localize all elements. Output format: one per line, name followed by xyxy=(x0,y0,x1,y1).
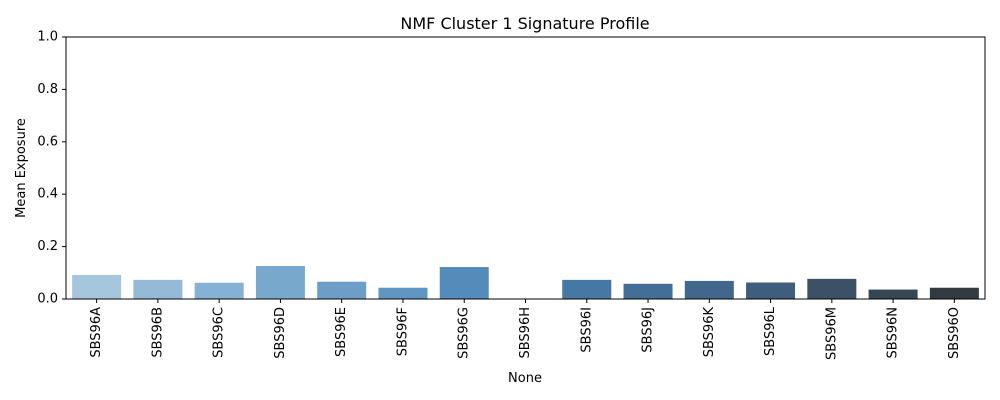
bar-sbs96k xyxy=(684,280,734,299)
x-tick-label: SBS96G xyxy=(457,307,472,359)
bar-sbs96n xyxy=(868,289,918,299)
y-tick-label: 1.0 xyxy=(37,30,58,45)
x-axis-label: None xyxy=(508,371,542,386)
bar-sbs96c xyxy=(194,282,244,299)
x-tick-label: SBS96K xyxy=(702,307,717,358)
plot-frame xyxy=(65,36,986,300)
x-tick-label: SBS96C xyxy=(212,307,227,358)
y-tick-label: 0.6 xyxy=(37,134,58,149)
y-axis-ticks: 0.0 0.2 0.4 0.6 0.8 1.0 xyxy=(37,30,66,307)
bar-sbs96e xyxy=(317,281,367,299)
y-tick-label: 0.2 xyxy=(37,239,58,254)
y-tick-label: 0.4 xyxy=(37,187,58,202)
x-tick-label: SBS96F xyxy=(395,307,410,356)
x-tick-label: SBS96I xyxy=(579,307,594,353)
bar-sbs96a xyxy=(72,274,122,299)
y-tick-label: 0.8 xyxy=(37,82,58,97)
bar-sbs96i xyxy=(562,279,612,299)
bar-sbs96d xyxy=(255,265,305,299)
x-tick-label: SBS96L xyxy=(763,306,778,356)
x-tick-label: SBS96N xyxy=(886,307,901,358)
y-tick-label: 0.0 xyxy=(37,292,58,307)
x-tick-label: SBS96D xyxy=(273,307,288,359)
x-tick-label: SBS96A xyxy=(89,307,104,358)
bar-sbs96l xyxy=(746,282,796,299)
bar-sbs96m xyxy=(807,278,857,299)
x-tick-label: SBS96E xyxy=(334,307,349,357)
x-axis-ticks: SBS96A SBS96B SBS96C SBS96D SBS96E SBS96F SBS9… xyxy=(89,299,962,360)
bar-sbs96b xyxy=(133,279,183,299)
bars-group xyxy=(72,265,979,299)
x-tick-label: SBS96J xyxy=(641,307,656,353)
bar-sbs96f xyxy=(378,287,428,299)
x-tick-label: SBS96M xyxy=(824,307,839,360)
x-tick-label: SBS96H xyxy=(518,307,533,359)
bar-sbs96g xyxy=(439,267,489,299)
chart-title: NMF Cluster 1 Signature Profile xyxy=(400,14,649,33)
bar-sbs96o xyxy=(929,287,979,299)
bar-sbs96j xyxy=(623,283,673,299)
x-tick-label: SBS96B xyxy=(150,307,165,358)
x-tick-label: SBS96O xyxy=(947,307,962,359)
y-axis-label: Mean Exposure xyxy=(14,118,29,218)
